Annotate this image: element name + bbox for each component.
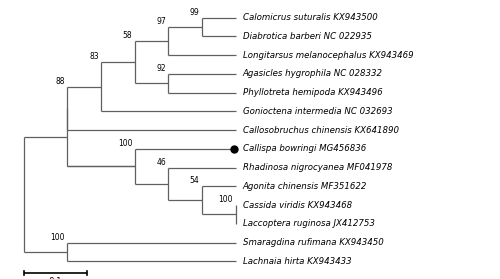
Text: 97: 97 <box>156 17 166 26</box>
Text: 100: 100 <box>50 233 65 242</box>
Text: 58: 58 <box>122 31 132 40</box>
Text: Smaragdina rufimana KX943450: Smaragdina rufimana KX943450 <box>243 238 384 247</box>
Text: Longitarsus melanocephalus KX943469: Longitarsus melanocephalus KX943469 <box>243 51 414 60</box>
Text: 92: 92 <box>156 64 166 73</box>
Text: Agasicles hygrophila NC 028332: Agasicles hygrophila NC 028332 <box>243 69 383 78</box>
Text: Rhadinosa nigrocyanea MF041978: Rhadinosa nigrocyanea MF041978 <box>243 163 392 172</box>
Text: 100: 100 <box>118 139 132 148</box>
Text: Phyllotreta hemipoda KX943496: Phyllotreta hemipoda KX943496 <box>243 88 382 97</box>
Text: Cassida viridis KX943468: Cassida viridis KX943468 <box>243 201 352 210</box>
Text: 100: 100 <box>218 195 233 204</box>
Text: Callosobruchus chinensis KX641890: Callosobruchus chinensis KX641890 <box>243 126 399 135</box>
Text: 54: 54 <box>190 176 200 185</box>
Text: 46: 46 <box>156 158 166 167</box>
Text: 88: 88 <box>56 77 65 86</box>
Text: 0.1: 0.1 <box>48 276 62 279</box>
Text: Callispa bowringi MG456836: Callispa bowringi MG456836 <box>243 144 366 153</box>
Text: Lachnaia hirta KX943433: Lachnaia hirta KX943433 <box>243 257 352 266</box>
Text: 99: 99 <box>190 8 200 17</box>
Text: Agonita chinensis MF351622: Agonita chinensis MF351622 <box>243 182 367 191</box>
Text: Calomicrus suturalis KX943500: Calomicrus suturalis KX943500 <box>243 13 378 22</box>
Text: 83: 83 <box>89 52 99 61</box>
Text: Diabrotica barberi NC 022935: Diabrotica barberi NC 022935 <box>243 32 372 41</box>
Text: Gonioctena intermedia NC 032693: Gonioctena intermedia NC 032693 <box>243 107 392 116</box>
Text: Laccoptera ruginosa JX412753: Laccoptera ruginosa JX412753 <box>243 219 374 228</box>
